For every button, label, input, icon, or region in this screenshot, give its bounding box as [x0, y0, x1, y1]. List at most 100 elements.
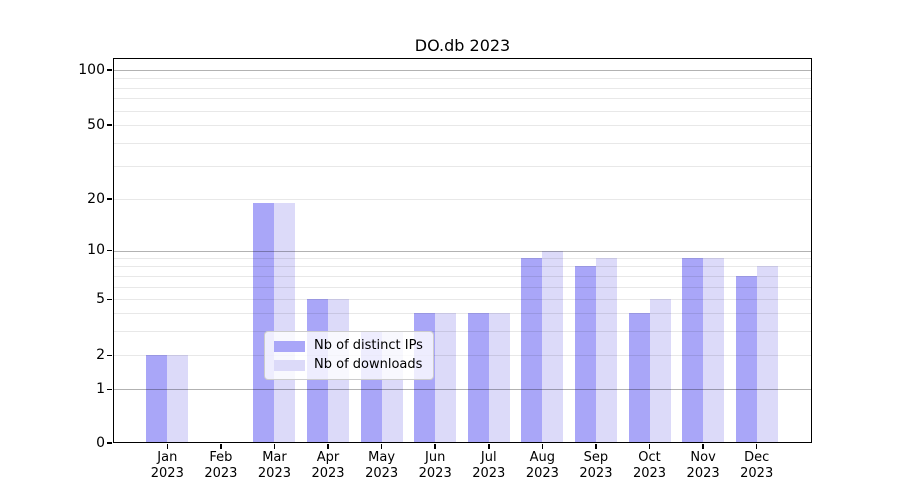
x-tick-year: 2023 [418, 465, 452, 481]
y-tickmark-10 [106, 249, 112, 252]
bar-nb-of-downloads-sep [595, 258, 617, 443]
bar-nb-of-downloads-aug [542, 250, 564, 443]
x-tick-label-feb: Feb 2023 [193, 450, 249, 481]
y-tickmark-0 [106, 442, 112, 444]
minor-gridline-30 [113, 166, 812, 168]
x-tick-month: Aug [529, 450, 556, 465]
legend-item-label: Nb of distinct IPs [314, 338, 423, 353]
bar-nb-of-distinct-ips-nov [682, 258, 704, 443]
x-tickmark-mar [273, 444, 276, 449]
minor-gridline-9 [113, 258, 812, 260]
x-tick-year: 2023 [204, 465, 238, 481]
x-tick-label-may: May 2023 [354, 450, 410, 481]
bars-layer [113, 58, 812, 443]
x-tickmark-jul [488, 444, 490, 449]
x-tick-year: 2023 [740, 465, 774, 481]
bar-nb-of-distinct-ips-oct [628, 312, 650, 443]
minor-gridline-80 [113, 87, 812, 89]
x-tickmark-apr [327, 444, 329, 449]
x-tick-label-jan: Jan 2023 [139, 450, 195, 481]
x-tickmark-jun [434, 444, 436, 449]
y-tick-label-100: 100 [78, 61, 105, 78]
bar-nb-of-distinct-ips-mar [253, 202, 275, 443]
minor-gridline-7 [113, 275, 812, 277]
bar-nb-of-downloads-oct [649, 299, 671, 443]
x-tick-year: 2023 [686, 465, 720, 481]
x-tick-month: Jan [157, 450, 178, 465]
minor-gridline-70 [113, 98, 812, 100]
x-tick-year: 2023 [525, 465, 559, 481]
minor-gridline-8 [113, 266, 812, 268]
x-tickmark-sep [595, 444, 597, 449]
bar-nb-of-downloads-jul [488, 312, 510, 443]
x-tick-month: Mar [262, 450, 287, 465]
x-tick-month: Apr [316, 450, 340, 465]
minor-gridline-6 [113, 286, 812, 288]
y-tickmark-2 [106, 354, 112, 357]
x-tick-year: 2023 [632, 465, 667, 481]
chart-title: DO.db 2023 [414, 36, 511, 55]
major-gridline-10 [113, 250, 812, 252]
y-tickmark-50 [106, 124, 112, 126]
bar-nb-of-downloads-jan [167, 355, 189, 443]
legend: Nb of distinct IPs Nb of downloads [264, 331, 434, 380]
minor-gridline-50 [113, 125, 812, 126]
x-tick-year: 2023 [579, 465, 613, 481]
x-tick-month: Nov [690, 450, 716, 465]
minor-gridline-60 [113, 110, 812, 112]
minor-gridline-20 [113, 199, 812, 200]
bar-nb-of-downloads-dec [756, 266, 778, 443]
x-tick-month: Jul [480, 450, 497, 465]
x-tick-month: Oct [638, 450, 661, 465]
y-tick-label-0: 0 [96, 434, 105, 451]
x-tick-label-dec: Dec 2023 [729, 450, 785, 481]
x-tick-label-jul: Jul 2023 [461, 450, 517, 481]
x-tick-month: Jun [425, 450, 446, 465]
x-tick-label-nov: Nov 2023 [675, 450, 731, 481]
y-tickmark-20 [106, 198, 112, 200]
legend-item: Nb of downloads [274, 357, 423, 373]
x-tick-month: Sep [583, 450, 609, 465]
major-gridline-1 [113, 389, 812, 391]
minor-gridline-4 [113, 312, 812, 314]
minor-gridline-90 [113, 78, 812, 80]
legend-swatch-icon [274, 359, 305, 371]
legend-swatch-icon [274, 340, 305, 352]
bar-nb-of-distinct-ips-dec [735, 275, 757, 443]
x-tick-label-oct: Oct 2023 [622, 450, 678, 481]
x-tick-label-apr: Apr 2023 [300, 450, 356, 481]
x-tickmark-may [380, 444, 383, 449]
x-tick-label-jun: Jun 2023 [407, 450, 463, 481]
minor-gridline-40 [113, 143, 812, 145]
y-tick-label-10: 10 [87, 242, 105, 259]
x-tick-label-sep: Sep 2023 [568, 450, 624, 481]
x-tickmark-aug [541, 444, 544, 449]
x-tickmark-oct [648, 444, 651, 449]
bar-nb-of-downloads-mar [274, 202, 296, 443]
bar-nb-of-downloads-jun [435, 312, 457, 443]
x-tickmark-feb [220, 444, 222, 449]
minor-gridline-5 [113, 299, 812, 301]
x-tick-month: Feb [209, 450, 233, 465]
bar-nb-of-distinct-ips-sep [574, 266, 596, 443]
x-tick-year: 2023 [150, 465, 184, 481]
y-tick-label-20: 20 [87, 190, 105, 207]
x-tick-year: 2023 [472, 465, 506, 481]
x-tickmark-dec [755, 444, 758, 449]
legend-item-label: Nb of downloads [314, 357, 423, 372]
y-tick-label-50: 50 [87, 116, 105, 133]
x-tick-month: Dec [744, 450, 770, 465]
x-tickmark-jan [166, 444, 169, 449]
bar-nb-of-distinct-ips-jan [146, 355, 168, 443]
y-tick-label-5: 5 [96, 290, 105, 307]
bar-nb-of-distinct-ips-aug [521, 258, 543, 443]
major-gridline-100 [113, 70, 812, 71]
x-tick-label-mar: Mar 2023 [246, 450, 302, 481]
legend-item: Nb of distinct IPs [274, 338, 423, 354]
x-tickmark-nov [702, 444, 704, 449]
x-tick-month: May [368, 450, 396, 465]
x-tick-label-aug: Aug 2023 [514, 450, 570, 481]
minor-gridline-3 [113, 330, 812, 332]
y-tickmark-5 [106, 298, 112, 301]
x-tick-year: 2023 [365, 465, 399, 481]
